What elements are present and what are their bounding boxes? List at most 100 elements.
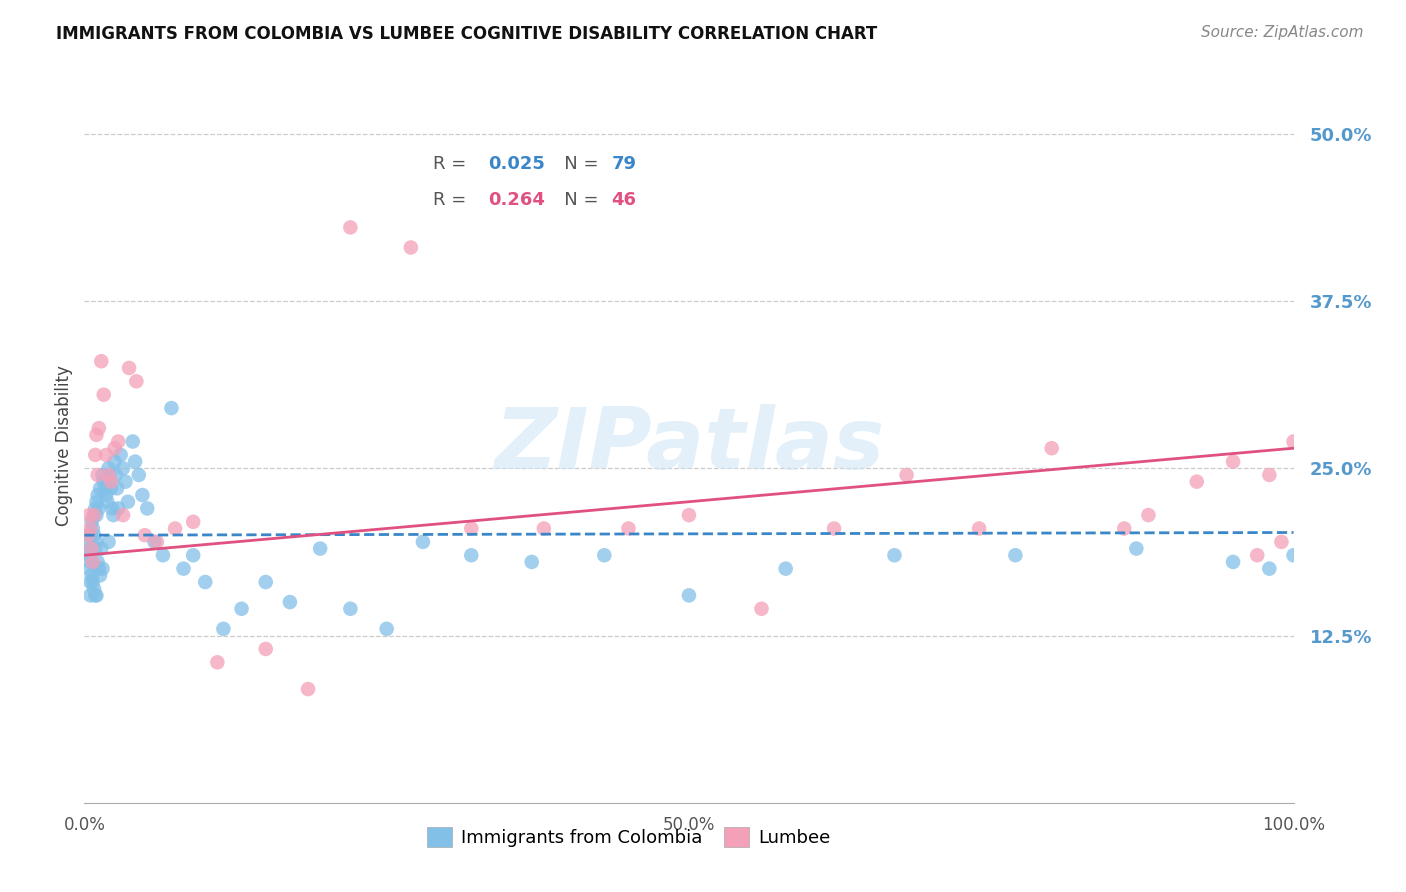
- Point: [1114, 521, 1136, 535]
- Point: [678, 508, 700, 522]
- Point: [823, 521, 845, 535]
- Point: [97, 461, 120, 475]
- Text: IMMIGRANTS FROM COLOMBIA VS LUMBEE COGNITIVE DISABILITY CORRELATION CHART: IMMIGRANTS FROM COLOMBIA VS LUMBEE COGNI…: [56, 25, 877, 43]
- Point: [775, 561, 797, 575]
- Point: [107, 434, 129, 449]
- Point: [77, 534, 100, 549]
- Text: N =: N =: [547, 191, 605, 209]
- Point: [112, 508, 135, 522]
- Point: [100, 481, 122, 495]
- Point: [77, 528, 100, 542]
- Point: [121, 434, 143, 449]
- Point: [231, 601, 253, 615]
- Point: [212, 622, 235, 636]
- Point: [83, 528, 105, 542]
- Point: [1222, 454, 1244, 468]
- Point: [80, 568, 103, 582]
- Point: [1125, 541, 1147, 556]
- Point: [79, 588, 101, 602]
- Point: [79, 541, 101, 556]
- Point: [751, 601, 773, 615]
- Point: [173, 561, 195, 575]
- Point: [967, 521, 990, 535]
- Point: [100, 475, 122, 489]
- Y-axis label: Cognitive Disability: Cognitive Disability: [55, 366, 73, 526]
- Point: [128, 467, 150, 482]
- Point: [520, 555, 543, 569]
- Point: [114, 475, 136, 489]
- Text: N =: N =: [547, 155, 605, 173]
- Point: [110, 448, 132, 462]
- Point: [883, 548, 905, 562]
- Point: [1246, 548, 1268, 562]
- Point: [136, 501, 159, 516]
- Point: [194, 574, 217, 589]
- Point: [181, 515, 204, 529]
- Point: [94, 448, 117, 462]
- Point: [117, 494, 139, 508]
- Point: [146, 534, 169, 549]
- Point: [460, 548, 482, 562]
- Point: [104, 467, 127, 482]
- Point: [593, 548, 616, 562]
- Point: [98, 467, 121, 482]
- Point: [1270, 534, 1292, 549]
- Point: [79, 521, 101, 535]
- Point: [97, 534, 120, 549]
- Point: [103, 508, 125, 522]
- Text: 46: 46: [612, 191, 637, 209]
- Point: [104, 441, 127, 455]
- Point: [86, 467, 108, 482]
- Point: [152, 548, 174, 562]
- Point: [143, 534, 166, 549]
- Point: [131, 488, 153, 502]
- Point: [1258, 561, 1281, 575]
- Point: [101, 501, 124, 516]
- Point: [1185, 475, 1208, 489]
- Point: [1282, 434, 1305, 449]
- Text: 0.264: 0.264: [488, 191, 546, 209]
- Point: [297, 681, 319, 696]
- Point: [896, 467, 918, 482]
- Point: [107, 501, 129, 516]
- Point: [82, 574, 104, 589]
- Point: [254, 641, 277, 656]
- Point: [91, 561, 114, 575]
- Point: [105, 481, 128, 495]
- Point: [84, 448, 107, 462]
- Point: [93, 387, 115, 401]
- Point: [77, 508, 100, 522]
- Point: [82, 555, 104, 569]
- Point: [181, 548, 204, 562]
- Point: [83, 582, 105, 596]
- Point: [79, 555, 101, 569]
- Point: [1137, 508, 1160, 522]
- Point: [278, 595, 301, 609]
- Point: [399, 240, 422, 254]
- Point: [207, 655, 229, 669]
- Point: [678, 588, 700, 602]
- Text: ZIPatlas: ZIPatlas: [494, 404, 884, 488]
- Point: [96, 494, 118, 508]
- Point: [412, 534, 434, 549]
- Point: [79, 528, 101, 542]
- Point: [93, 475, 115, 489]
- Point: [91, 467, 114, 482]
- Point: [90, 541, 112, 556]
- Point: [118, 360, 141, 375]
- Point: [86, 588, 108, 602]
- Point: [97, 467, 120, 482]
- Point: [125, 374, 148, 388]
- Point: [90, 354, 112, 368]
- Text: R =: R =: [433, 191, 471, 209]
- Point: [375, 622, 398, 636]
- Point: [86, 555, 108, 569]
- Point: [86, 534, 108, 549]
- Point: [1258, 467, 1281, 482]
- Point: [165, 521, 187, 535]
- Point: [83, 508, 105, 522]
- Point: [460, 521, 482, 535]
- Point: [79, 574, 101, 589]
- Point: [1040, 441, 1063, 455]
- Text: R =: R =: [433, 155, 471, 173]
